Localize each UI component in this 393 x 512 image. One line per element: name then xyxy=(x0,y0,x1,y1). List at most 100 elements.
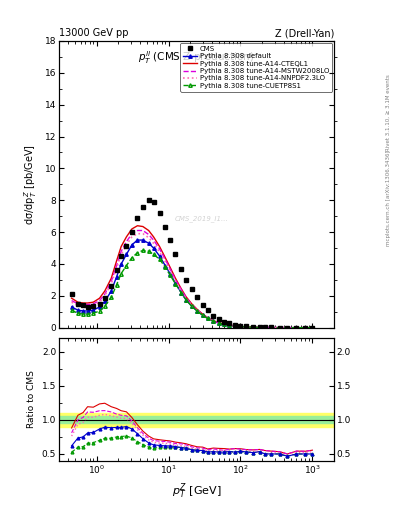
Pythia 8.308 tune-A14-CTEQL1 xyxy=(285,325,290,331)
Pythia 8.308 default xyxy=(157,253,162,259)
Pythia 8.308 tune-A14-CTEQL1 xyxy=(85,300,90,306)
CMS xyxy=(146,197,151,203)
Pythia 8.308 tune-A14-MSTW2008LO xyxy=(217,319,221,326)
Pythia 8.308 tune-A14-CTEQL1 xyxy=(238,324,243,330)
Pythia 8.308 default xyxy=(75,307,80,313)
CMS xyxy=(168,237,173,243)
Pythia 8.308 default xyxy=(227,322,231,328)
Pythia 8.308 tune-A14-NNPDF2.3LO xyxy=(195,307,200,313)
Pythia 8.308 tune-A14-MSTW2008LO xyxy=(163,256,167,262)
Text: Z (Drell-Yan): Z (Drell-Yan) xyxy=(275,28,334,38)
Pythia 8.308 tune-A14-CTEQL1 xyxy=(130,226,134,232)
Pythia 8.308 tune-A14-MSTW2008LO xyxy=(157,246,162,252)
Pythia 8.308 tune-CUETP8S1 xyxy=(294,325,299,331)
Line: Pythia 8.308 tune-CUETP8S1: Pythia 8.308 tune-CUETP8S1 xyxy=(70,249,314,329)
Pythia 8.308 tune-A14-MSTW2008LO xyxy=(205,315,210,321)
Pythia 8.308 tune-CUETP8S1 xyxy=(195,308,200,314)
Legend: CMS, Pythia 8.308 default, Pythia 8.308 tune-A14-CTEQL1, Pythia 8.308 tune-A14-M: CMS, Pythia 8.308 default, Pythia 8.308 … xyxy=(180,43,332,92)
Pythia 8.308 tune-A14-CTEQL1 xyxy=(109,275,114,282)
Pythia 8.308 tune-A14-MSTW2008LO xyxy=(141,227,145,233)
Pythia 8.308 tune-A14-MSTW2008LO xyxy=(81,302,85,308)
Pythia 8.308 tune-A14-MSTW2008LO xyxy=(200,311,205,317)
CMS xyxy=(233,322,238,328)
Pythia 8.308 tune-CUETP8S1 xyxy=(124,263,129,269)
Pythia 8.308 tune-A14-CTEQL1 xyxy=(189,301,194,307)
Pythia 8.308 default xyxy=(310,325,315,331)
Pythia 8.308 default xyxy=(173,280,178,286)
Pythia 8.308 tune-A14-NNPDF2.3LO xyxy=(184,295,188,302)
Pythia 8.308 default xyxy=(103,298,107,305)
CMS xyxy=(200,302,205,308)
Pythia 8.308 tune-A14-NNPDF2.3LO xyxy=(263,325,268,331)
Pythia 8.308 tune-A14-CTEQL1 xyxy=(163,254,167,261)
Y-axis label: Ratio to CMS: Ratio to CMS xyxy=(27,370,36,429)
CMS xyxy=(244,323,248,329)
Pythia 8.308 tune-CUETP8S1 xyxy=(257,325,262,331)
CMS xyxy=(91,303,95,309)
Pythia 8.308 tune-A14-NNPDF2.3LO xyxy=(146,234,151,241)
Pythia 8.308 tune-CUETP8S1 xyxy=(244,324,248,330)
CMS xyxy=(211,313,216,319)
Pythia 8.308 tune-A14-NNPDF2.3LO xyxy=(81,303,85,309)
Pythia 8.308 tune-A14-NNPDF2.3LO xyxy=(85,303,90,309)
CMS xyxy=(157,210,162,216)
CMS xyxy=(205,307,210,313)
CMS xyxy=(114,267,119,273)
Pythia 8.308 tune-A14-MSTW2008LO xyxy=(310,325,315,331)
Pythia 8.308 tune-A14-NNPDF2.3LO xyxy=(285,325,290,331)
Pythia 8.308 tune-A14-MSTW2008LO xyxy=(168,266,173,272)
Pythia 8.308 tune-A14-MSTW2008LO xyxy=(119,248,123,254)
Pythia 8.308 tune-CUETP8S1 xyxy=(189,303,194,309)
Pythia 8.308 tune-A14-NNPDF2.3LO xyxy=(200,312,205,318)
Pythia 8.308 default xyxy=(269,325,274,331)
Pythia 8.308 tune-A14-CTEQL1 xyxy=(103,288,107,294)
Pythia 8.308 tune-A14-NNPDF2.3LO xyxy=(179,288,184,294)
CMS xyxy=(217,316,221,322)
Pythia 8.308 tune-A14-CTEQL1 xyxy=(303,325,308,331)
Pythia 8.308 tune-CUETP8S1 xyxy=(227,322,231,328)
Line: Pythia 8.308 tune-A14-MSTW2008LO: Pythia 8.308 tune-A14-MSTW2008LO xyxy=(72,230,312,328)
Pythia 8.308 tune-A14-MSTW2008LO xyxy=(146,231,151,238)
Pythia 8.308 tune-A14-MSTW2008LO xyxy=(69,297,74,304)
Pythia 8.308 tune-A14-MSTW2008LO xyxy=(195,307,200,313)
Pythia 8.308 default xyxy=(119,261,123,267)
CMS xyxy=(310,325,315,331)
Pythia 8.308 tune-A14-MSTW2008LO xyxy=(244,324,248,330)
Pythia 8.308 tune-A14-CTEQL1 xyxy=(141,223,145,229)
Pythia 8.308 tune-CUETP8S1 xyxy=(97,308,102,314)
Pythia 8.308 tune-A14-MSTW2008LO xyxy=(251,324,255,330)
Pythia 8.308 default xyxy=(195,308,200,314)
Pythia 8.308 tune-A14-NNPDF2.3LO xyxy=(168,268,173,274)
Pythia 8.308 default xyxy=(146,240,151,246)
Pythia 8.308 tune-A14-NNPDF2.3LO xyxy=(189,302,194,308)
Pythia 8.308 tune-A14-CTEQL1 xyxy=(75,299,80,305)
Pythia 8.308 tune-A14-NNPDF2.3LO xyxy=(277,325,282,331)
CMS xyxy=(81,302,85,308)
CMS xyxy=(294,325,299,331)
Pythia 8.308 default xyxy=(200,312,205,318)
Pythia 8.308 tune-CUETP8S1 xyxy=(222,322,227,328)
Pythia 8.308 default xyxy=(285,325,290,331)
Bar xyxy=(59,416,334,423)
Pythia 8.308 tune-A14-NNPDF2.3LO xyxy=(124,242,129,248)
Pythia 8.308 default xyxy=(141,237,145,243)
Pythia 8.308 tune-A14-CTEQL1 xyxy=(97,295,102,301)
Pythia 8.308 tune-CUETP8S1 xyxy=(238,324,243,330)
Pythia 8.308 tune-A14-NNPDF2.3LO xyxy=(173,279,178,285)
CMS xyxy=(119,253,123,259)
Pythia 8.308 tune-A14-MSTW2008LO xyxy=(294,325,299,331)
Pythia 8.308 tune-A14-NNPDF2.3LO xyxy=(151,240,156,246)
Pythia 8.308 tune-A14-NNPDF2.3LO xyxy=(211,318,216,324)
Pythia 8.308 default xyxy=(222,322,227,328)
Pythia 8.308 tune-A14-NNPDF2.3LO xyxy=(157,249,162,255)
Text: Rivet 3.1.10, ≥ 3.1M events: Rivet 3.1.10, ≥ 3.1M events xyxy=(386,74,391,151)
CMS xyxy=(263,324,268,330)
Pythia 8.308 tune-A14-CTEQL1 xyxy=(114,258,119,264)
Pythia 8.308 tune-A14-MSTW2008LO xyxy=(227,322,231,328)
CMS xyxy=(85,304,90,310)
Pythia 8.308 tune-A14-CTEQL1 xyxy=(151,234,156,240)
X-axis label: $p_T^Z$ [GeV]: $p_T^Z$ [GeV] xyxy=(172,481,221,501)
Pythia 8.308 default xyxy=(233,323,238,329)
Pythia 8.308 tune-A14-CTEQL1 xyxy=(211,317,216,324)
Pythia 8.308 tune-A14-CTEQL1 xyxy=(200,311,205,317)
